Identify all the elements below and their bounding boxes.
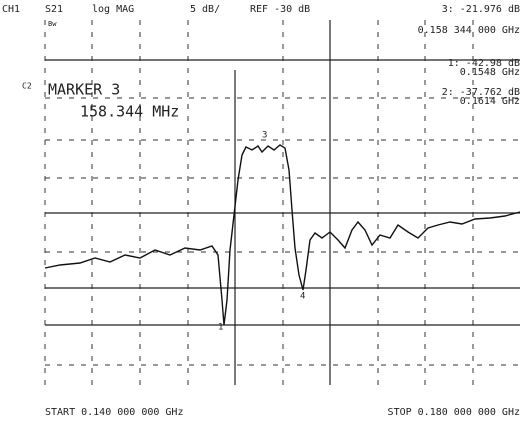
channel: CH1	[2, 4, 20, 15]
marker-1-value: 1: -42.98 dB	[448, 58, 520, 69]
grid	[44, 20, 520, 385]
marker-2-value: 2: -37.762 dB	[442, 87, 520, 98]
parameter: S21	[45, 4, 63, 15]
marker-tag: 3	[262, 131, 267, 141]
active-marker-freq: 0.158 344 000 GHz	[418, 25, 520, 36]
scale: 5 dB/	[190, 4, 220, 15]
marker-box-freq: 158.344 MHz	[80, 103, 179, 121]
marker-2-freq: 0.1614 GHz	[460, 96, 520, 107]
trace	[44, 144, 521, 326]
start-freq: START 0.140 000 000 GHz	[45, 407, 183, 418]
marker-tag: 1	[218, 323, 223, 333]
marker-1-freq: 0.1548 GHz	[460, 67, 520, 78]
format: log MAG	[92, 4, 134, 15]
bw: Bw	[48, 20, 57, 28]
marker-box-title: MARKER 3	[48, 81, 120, 99]
marker-tag: 4	[300, 292, 305, 302]
reference: REF -30 dB	[250, 4, 310, 15]
stop-freq: STOP 0.180 000 000 GHz	[388, 407, 520, 418]
c2: C2	[22, 82, 32, 91]
active-marker-value: 3: -21.976 dB	[442, 4, 520, 15]
